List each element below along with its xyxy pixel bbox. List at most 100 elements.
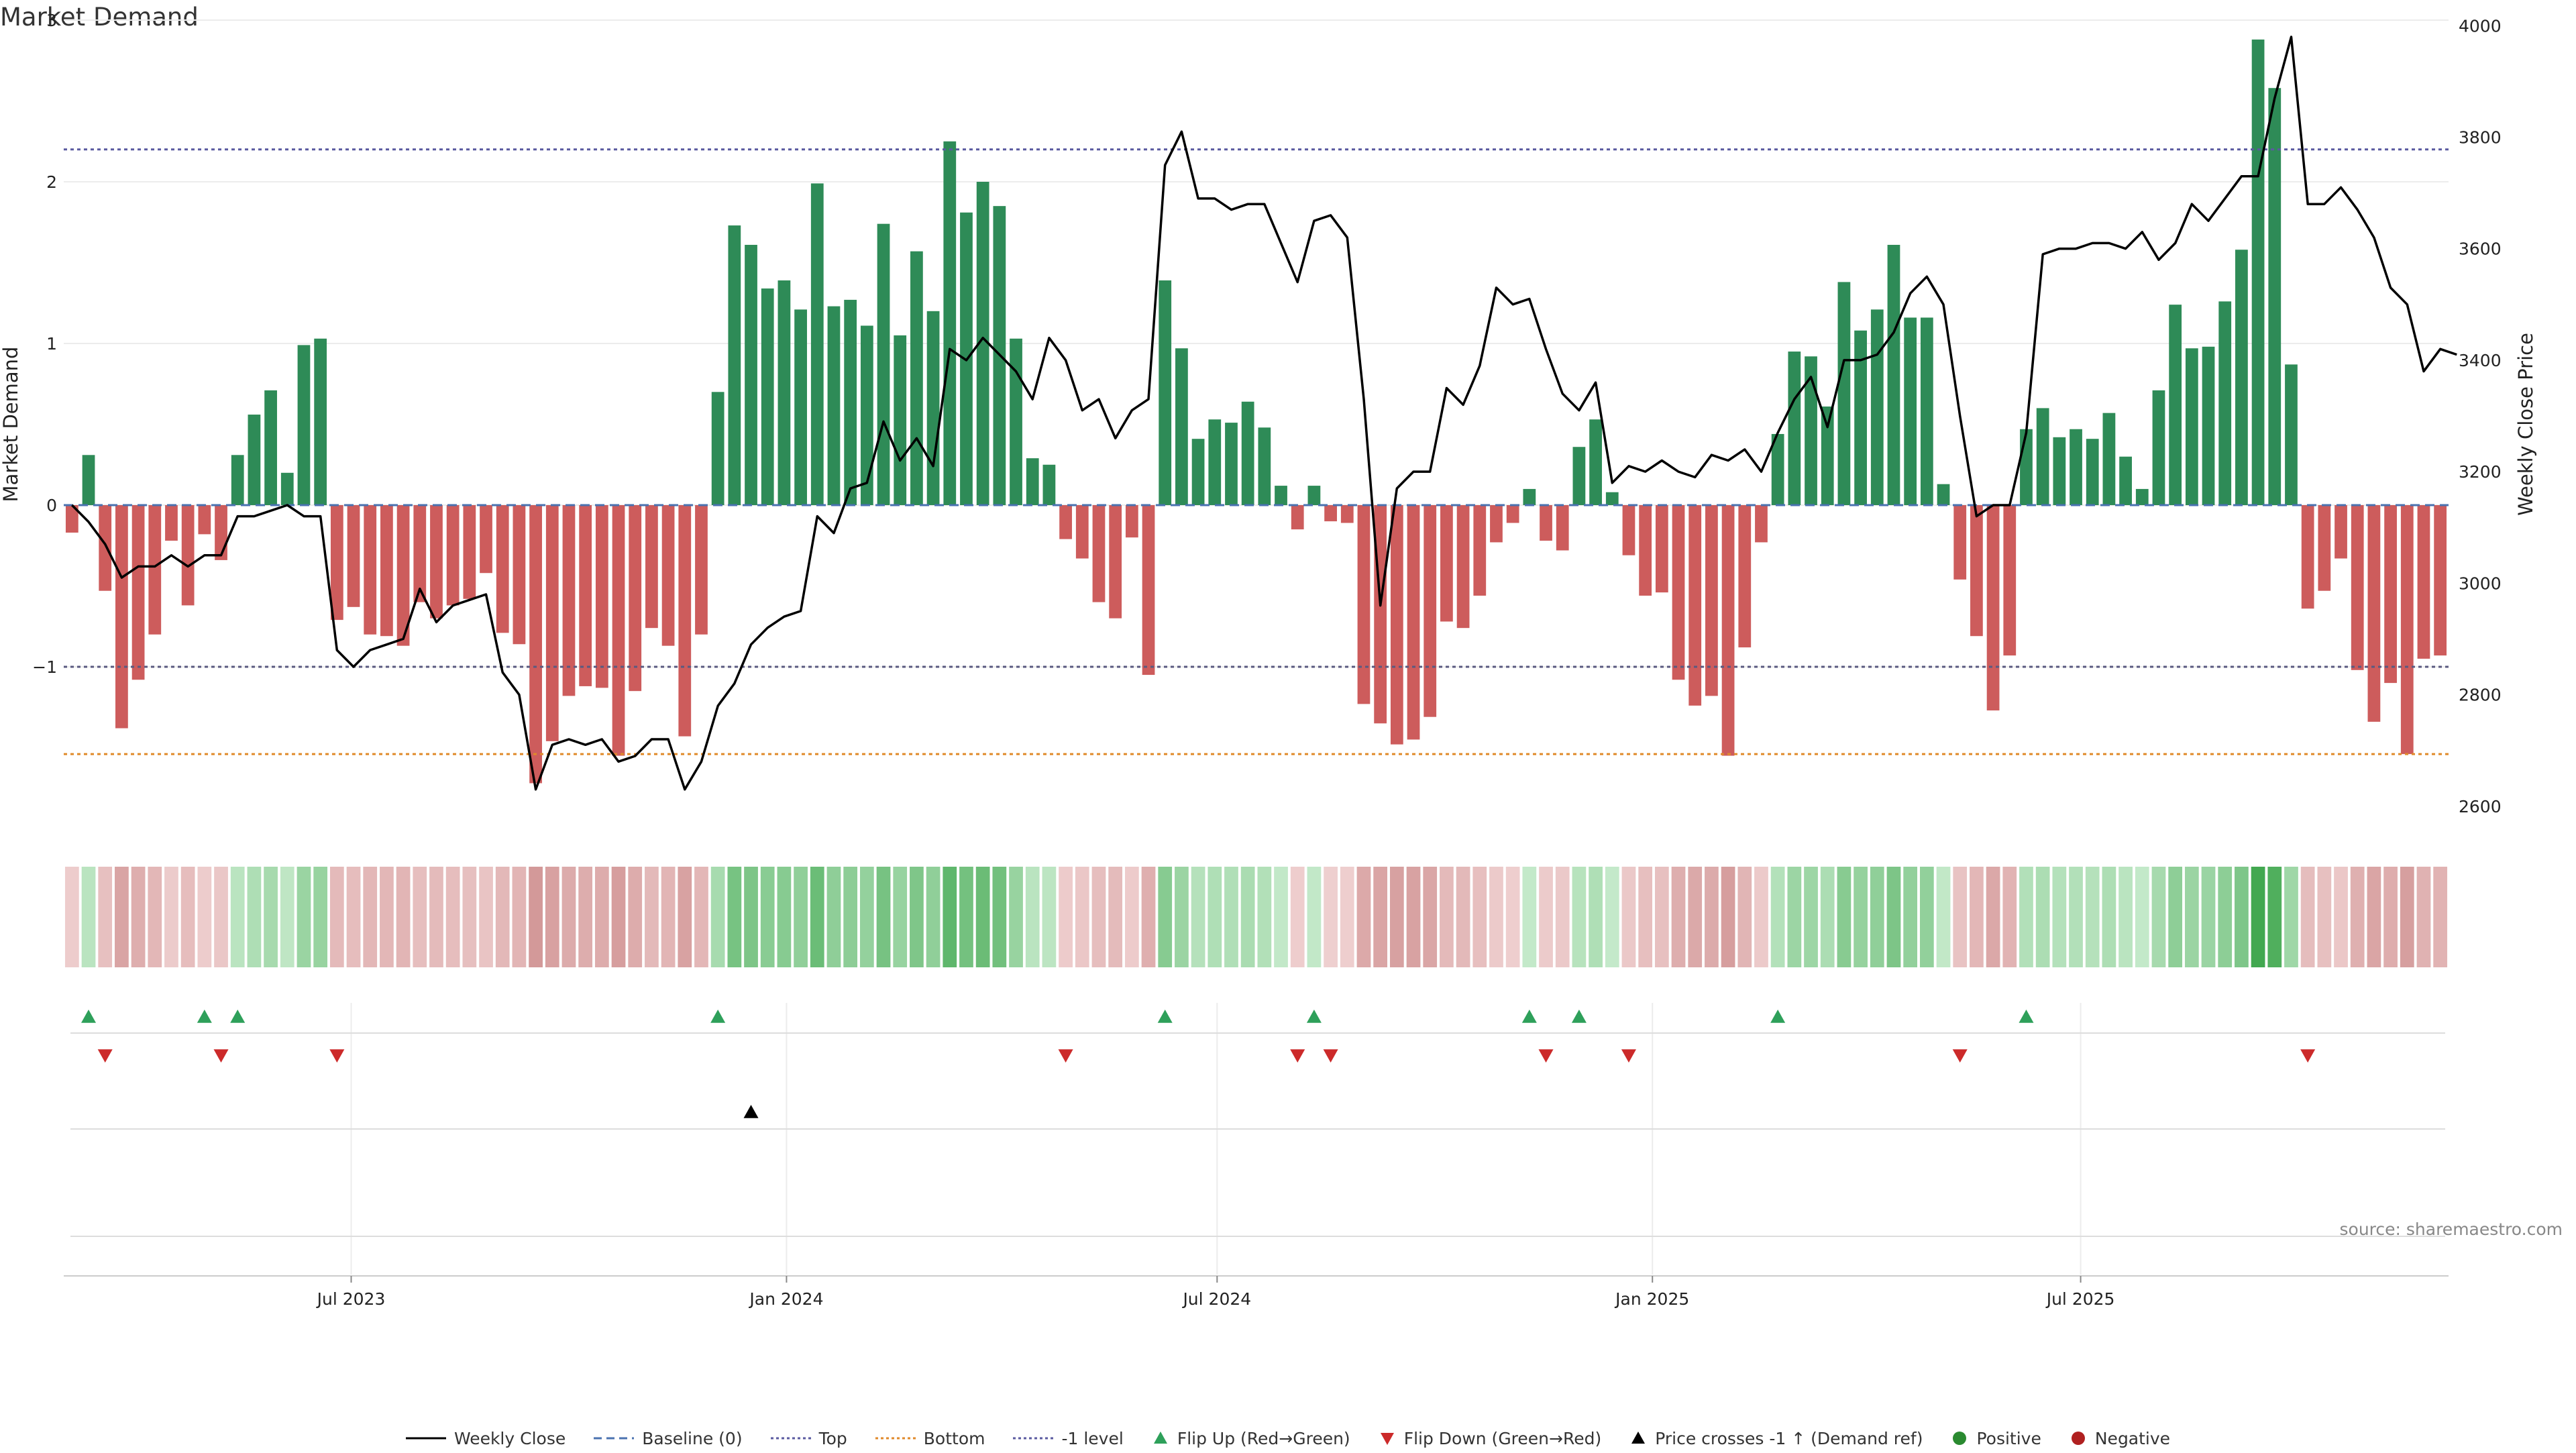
heat-cell [2168, 867, 2183, 967]
demand-bar [264, 390, 277, 505]
demand-bar [496, 505, 509, 633]
heat-cell [1489, 867, 1503, 967]
heat-cell [1224, 867, 1238, 967]
heat-cell [1042, 867, 1057, 967]
demand-bar [2202, 346, 2215, 505]
heat-cell [1539, 867, 1553, 967]
demand-bar [1854, 330, 1867, 505]
flip-up-marker [230, 1010, 246, 1023]
heat-cell [1324, 867, 1338, 967]
demand-bar [1407, 505, 1420, 740]
demand-bar [894, 335, 907, 505]
heat-cell [594, 867, 609, 967]
demand-bar [678, 505, 692, 737]
heat-cell [2151, 867, 2166, 967]
heat-cell [1091, 867, 1106, 967]
heat-cell [628, 867, 643, 967]
flip-up-marker [2019, 1010, 2034, 1023]
heat-cell [98, 867, 113, 967]
heat-cell [2019, 867, 2033, 967]
heat-cell [645, 867, 659, 967]
demand-bar [1970, 505, 1983, 637]
demand-bar [513, 505, 526, 645]
demand-bar [827, 306, 841, 505]
heat-cell [64, 867, 79, 967]
heat-cell [1356, 867, 1371, 967]
demand-bar [1324, 505, 1337, 522]
demand-bar [2367, 505, 2381, 722]
demand-bar [1490, 505, 1503, 543]
heat-cell [661, 867, 676, 967]
heat-cell [1705, 867, 1719, 967]
heat-cell [992, 867, 1007, 967]
heat-cell [2201, 867, 2216, 967]
heat-cell [2251, 867, 2265, 967]
demand-bar [215, 505, 227, 560]
heat-cell [1240, 867, 1255, 967]
demand-bar [2301, 505, 2314, 609]
heat-cell [859, 867, 874, 967]
heat-cell [264, 867, 278, 967]
y-tick-label: −1 [32, 657, 57, 677]
demand-bar [1092, 505, 1106, 602]
heat-cell [910, 867, 924, 967]
heat-cell [495, 867, 510, 967]
heat-cell [429, 867, 443, 967]
heat-cell [2267, 867, 2282, 967]
demand-bar [131, 505, 145, 680]
heat-cell [1787, 867, 1802, 967]
demand-bar [1821, 406, 1834, 505]
heat-cell [678, 867, 692, 967]
demand-bar [2334, 505, 2347, 559]
demand-bar [810, 183, 824, 505]
legend-label: Negative [2094, 1428, 2171, 1448]
y2-tick-label: 3200 [2459, 462, 2502, 482]
heat-cell [1638, 867, 1653, 967]
demand-bar [1506, 505, 1519, 523]
heat-cell [81, 867, 96, 967]
flip-down-marker [2300, 1049, 2316, 1063]
demand-bar [314, 338, 327, 505]
dotted-orange-line-icon [875, 1437, 916, 1440]
heat-cell [2118, 867, 2133, 967]
demand-bar [181, 505, 195, 606]
legend-label: Flip Down (Green→Red) [1403, 1428, 1602, 1448]
demand-bar [1788, 352, 1801, 505]
heat-cell [1986, 867, 2000, 967]
y-tick-label: 0 [46, 496, 57, 515]
flip-up-marker [1306, 1010, 1322, 1023]
demand-bar [1142, 505, 1155, 676]
legend-label: Weekly Close [453, 1428, 566, 1448]
demand-bar [1837, 282, 1851, 505]
flip-up-marker [1571, 1010, 1587, 1023]
heat-cell [1820, 867, 1835, 967]
legend-label: Bottom [923, 1428, 985, 1448]
demand-bar [2417, 505, 2430, 659]
flip-up-marker [710, 1010, 726, 1023]
demand-bar [2036, 408, 2049, 505]
heat-cell [1274, 867, 1288, 967]
dotted-line-icon [1013, 1437, 1054, 1440]
heat-cell [1837, 867, 1851, 967]
heat-cell [148, 867, 162, 967]
demand-bar [2268, 88, 2282, 506]
x-tick-label: Jul 2025 [2045, 1289, 2115, 1309]
demand-bar [1920, 317, 1933, 505]
legend-label: Top [818, 1428, 847, 1448]
heat-cell [413, 867, 427, 967]
demand-bar [545, 505, 559, 741]
heat-cell [363, 867, 378, 967]
demand-bar [2119, 456, 2132, 505]
y2-axis-label: Weekly Close Price [2514, 333, 2537, 516]
price-cross-marker [743, 1105, 759, 1118]
heat-cell [396, 867, 411, 967]
demand-bar [1307, 486, 1321, 505]
demand-bar [1738, 505, 1752, 648]
heat-cell [1589, 867, 1603, 967]
heat-cell [1059, 867, 1073, 967]
demand-bar [1208, 419, 1222, 505]
heat-cell [843, 867, 858, 967]
demand-bar [1986, 505, 2000, 711]
flip-up-marker [1157, 1010, 1173, 1023]
legend-item: Flip Up (Red→Green) [1152, 1429, 1350, 1448]
